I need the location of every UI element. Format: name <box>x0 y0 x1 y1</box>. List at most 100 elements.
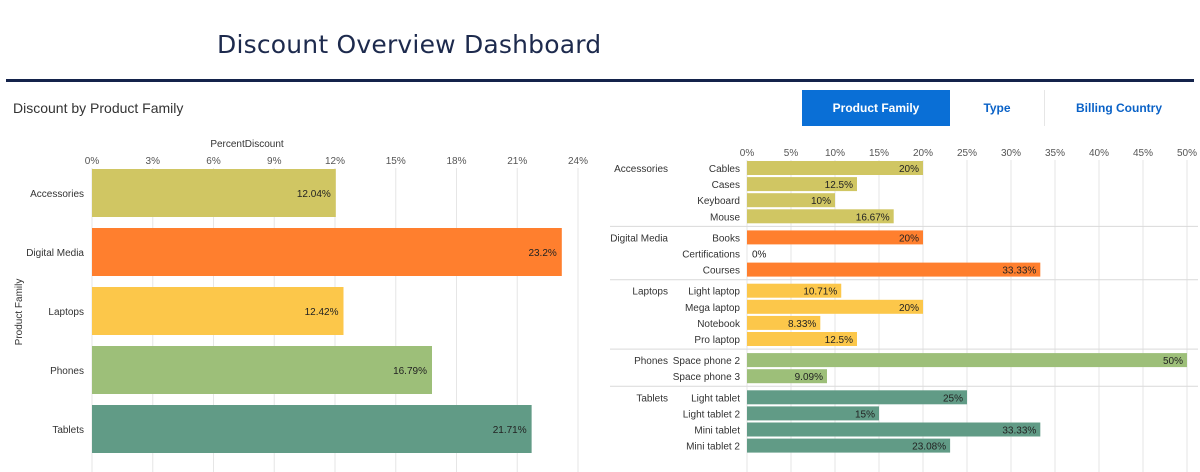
x-tick-label: 20% <box>913 148 933 159</box>
x-tick-label: 24% <box>568 156 588 167</box>
row-label: Keyboard <box>697 196 740 207</box>
x-tick-label: 0% <box>740 148 755 159</box>
y-tick-label: Accessories <box>30 189 84 200</box>
data-label: 23.08% <box>912 442 946 453</box>
group-label: Digital Media <box>610 233 668 244</box>
data-label: 33.33% <box>1002 426 1036 437</box>
row-label: Mega laptop <box>685 303 740 314</box>
row-label: Space phone 3 <box>673 372 741 383</box>
data-label: 20% <box>899 303 919 314</box>
title-divider <box>6 79 1194 82</box>
data-label: 33.33% <box>1002 266 1036 277</box>
bar <box>92 228 562 276</box>
bar <box>747 230 923 245</box>
bar <box>747 406 879 421</box>
tab-billing-country[interactable]: Billing Country <box>1076 101 1162 115</box>
row-label: Light laptop <box>688 287 740 298</box>
x-tick-label: 6% <box>206 156 221 167</box>
group-label: Accessories <box>614 164 668 175</box>
row-label: Cases <box>712 180 740 191</box>
bar <box>747 177 857 192</box>
group-label: Laptops <box>632 287 668 298</box>
bar <box>747 332 857 346</box>
row-label: Cables <box>709 164 740 175</box>
x-tick-label: 0% <box>85 156 100 167</box>
x-tick-label: 25% <box>957 148 977 159</box>
row-label: Courses <box>703 266 740 277</box>
data-label: 23.2% <box>528 248 556 259</box>
data-label: 12.42% <box>305 307 339 318</box>
x-axis-title: PercentDiscount <box>210 139 284 150</box>
y-tick-label: Digital Media <box>26 248 84 259</box>
data-label: 0% <box>752 250 767 261</box>
bar <box>747 438 951 453</box>
data-label: 12.5% <box>825 180 853 191</box>
x-tick-label: 50% <box>1177 148 1197 159</box>
x-tick-label: 15% <box>869 148 889 159</box>
section-title: Discount by Product Family <box>13 100 184 116</box>
bar <box>747 422 1041 437</box>
bar <box>92 346 432 394</box>
x-tick-label: 12% <box>325 156 345 167</box>
y-tick-label: Laptops <box>48 307 84 318</box>
page-title: Discount Overview Dashboard <box>217 30 602 59</box>
data-label: 9.09% <box>795 372 823 383</box>
bar <box>747 283 842 298</box>
x-tick-label: 5% <box>784 148 799 159</box>
family-discount-chart: PercentDiscount 0% 3% 6% 9% 12% 15% 18% 21% 24% Pr… <box>14 139 588 472</box>
bar <box>747 262 1041 277</box>
y-tick-label: Phones <box>50 366 84 377</box>
subfamily-discount-chart: 0% 5% 10% 15% 20% 25% 30% 35% 40% 45% 50% Accessori… <box>610 148 1198 472</box>
group-label: Tablets <box>636 393 668 404</box>
tab-bar: Product Family Type Billing Country <box>802 90 1193 126</box>
row-label: Books <box>712 233 740 244</box>
row-label: Mouse <box>710 212 740 223</box>
bar <box>747 369 827 384</box>
bar <box>747 161 923 175</box>
row-label: Light tablet <box>691 393 740 404</box>
x-tick-label: 9% <box>267 156 282 167</box>
data-label: 12.04% <box>297 189 331 200</box>
data-label: 12.5% <box>825 335 853 346</box>
row-label: Notebook <box>697 319 741 330</box>
bar <box>747 353 1187 368</box>
bar <box>92 405 532 453</box>
x-tick-label: 45% <box>1133 148 1153 159</box>
row-label: Pro laptop <box>694 335 740 346</box>
data-label: 8.33% <box>788 319 816 330</box>
bar <box>747 209 894 224</box>
bar <box>92 169 336 217</box>
tab-type[interactable]: Type <box>950 90 1045 126</box>
row-label: Space phone 2 <box>673 356 741 367</box>
data-label: 25% <box>943 393 963 404</box>
bar <box>747 390 967 405</box>
row-label: Light tablet 2 <box>683 409 741 420</box>
group-label: Phones <box>634 356 668 367</box>
x-tick-label: 30% <box>1001 148 1021 159</box>
data-label: 20% <box>899 233 919 244</box>
tab-product-family[interactable]: Product Family <box>802 90 950 126</box>
data-label: 16.79% <box>393 366 427 377</box>
row-label: Certifications <box>682 250 740 261</box>
row-label: Mini tablet 2 <box>686 442 740 453</box>
data-label: 15% <box>855 409 875 420</box>
x-tick-label: 18% <box>446 156 466 167</box>
x-tick-label: 21% <box>507 156 527 167</box>
bar <box>92 287 344 335</box>
data-label: 50% <box>1163 356 1183 367</box>
y-tick-label: Tablets <box>52 425 84 436</box>
y-axis-title: Product Family <box>14 279 25 346</box>
data-label: 21.71% <box>493 425 527 436</box>
row-label: Mini tablet <box>694 426 740 437</box>
data-label: 20% <box>899 164 919 175</box>
bar <box>747 193 835 208</box>
data-label: 16.67% <box>856 212 890 223</box>
x-tick-label: 10% <box>825 148 845 159</box>
bar <box>747 315 821 330</box>
data-label: 10.71% <box>803 287 837 298</box>
x-tick-label: 35% <box>1045 148 1065 159</box>
data-label: 10% <box>811 196 831 207</box>
bar <box>747 299 923 314</box>
x-tick-label: 40% <box>1089 148 1109 159</box>
x-tick-label: 3% <box>146 156 161 167</box>
